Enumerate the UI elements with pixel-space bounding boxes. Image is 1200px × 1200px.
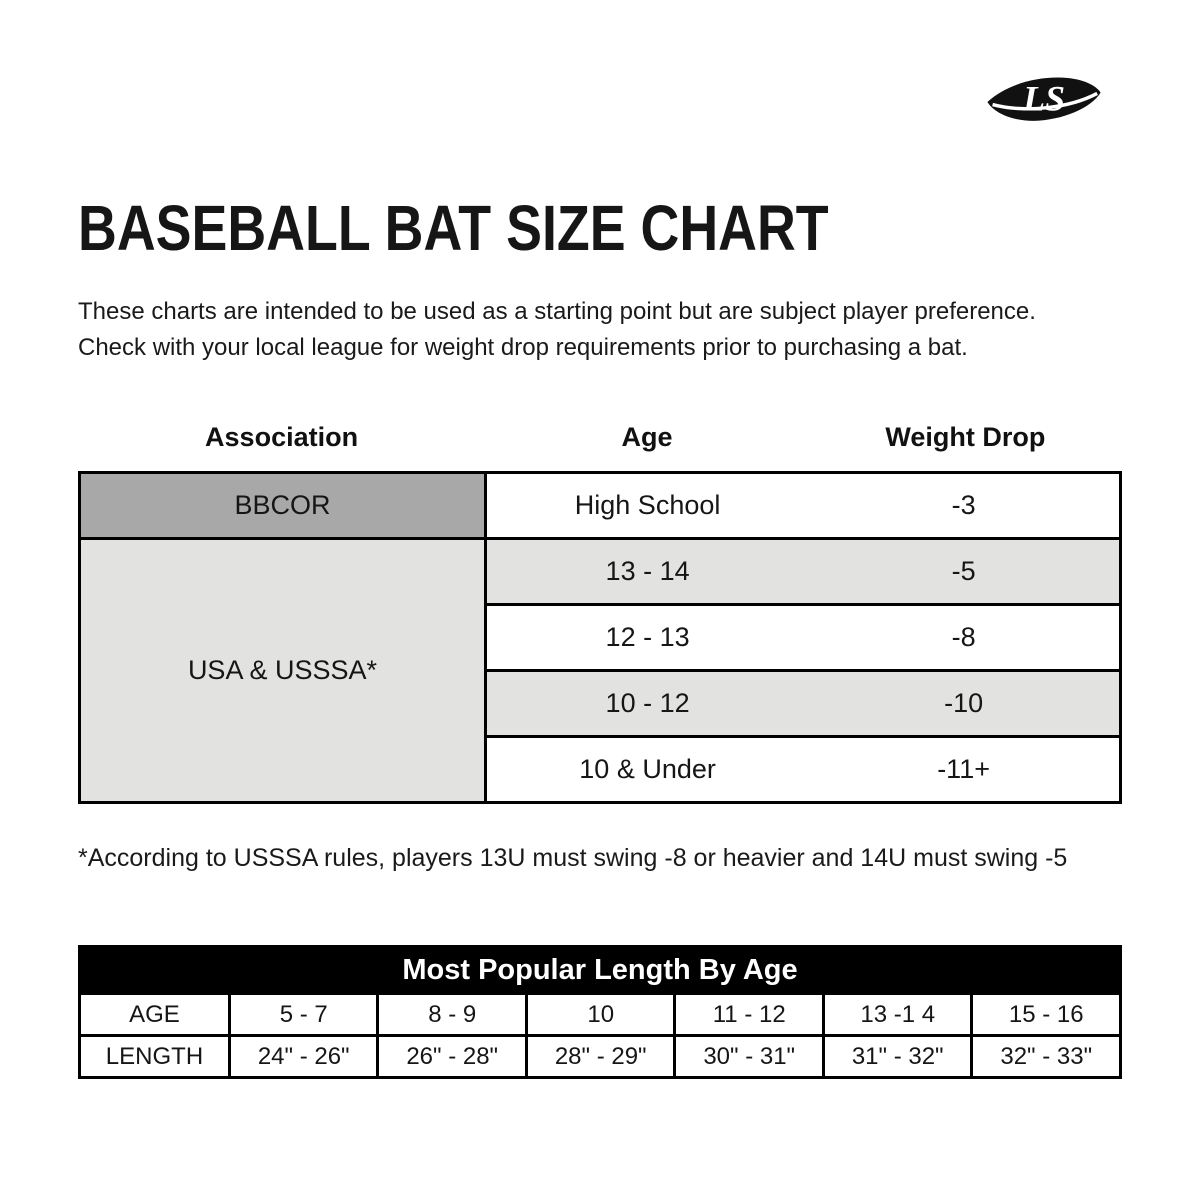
cell-length-range-1: 26" - 28" — [376, 1034, 528, 1079]
cell-length-range-4: 31" - 32" — [821, 1034, 974, 1079]
column-header-age: Age — [621, 422, 673, 452]
cell-age-10-12: 10 - 12 — [483, 669, 809, 738]
cell-length-range-2: 28" - 29" — [524, 1034, 677, 1079]
intro-line-1: These charts are intended to be used as … — [78, 298, 1036, 325]
popular-table-header-row: Most Popular Length By Age — [78, 945, 1122, 995]
table-row-10-12: 10 - 12 -10 — [80, 669, 1123, 738]
cell-association-bbcor: BBCOR — [78, 471, 487, 540]
popular-table-title: Most Popular Length By Age — [78, 945, 1122, 995]
cell-age-12-13: 12 - 13 — [483, 603, 809, 672]
cell-age-range-3: 11 - 12 — [673, 992, 825, 1037]
main-content: BASEBALL BAT SIZE CHART These charts are… — [0, 196, 1200, 1079]
cell-age-range-0: 5 - 7 — [227, 992, 380, 1037]
cell-length-label: LENGTH — [78, 1034, 231, 1079]
cell-drop-10-under: -11+ — [808, 735, 1123, 804]
usssa-footnote: *According to USSSA rules, players 13U m… — [78, 844, 1068, 872]
column-header-weight-drop: Weight Drop — [885, 422, 1046, 452]
intro-text: These charts are intended to be used as … — [78, 294, 1122, 366]
cell-drop-13-14: -5 — [808, 537, 1123, 606]
cell-age-13-14: 13 - 14 — [483, 537, 809, 606]
cell-age-range-5: 15 - 16 — [970, 992, 1122, 1037]
cell-length-range-3: 30" - 31" — [673, 1034, 825, 1079]
popular-table-length-row: LENGTH 24" - 26" 26" - 28" 28" - 29" 30"… — [78, 1034, 1122, 1079]
size-table-column-headers: Association Age Weight Drop — [78, 422, 1122, 453]
table-row-10-under: 10 & Under -11+ — [80, 735, 1123, 804]
table-row-bbcor: BBCOR High School -3 — [78, 471, 1123, 540]
cell-length-range-5: 32" - 33" — [970, 1034, 1122, 1079]
cell-drop-10-12: -10 — [808, 669, 1123, 738]
page-title: BASEBALL BAT SIZE CHART — [78, 192, 829, 264]
louisville-slugger-logo-icon: LS — [987, 77, 1101, 121]
cell-age-label: AGE — [78, 992, 231, 1037]
intro-line-2: Check with your local league for weight … — [78, 334, 968, 361]
cell-association-usa-usssa: USA & USSSA* — [78, 537, 487, 804]
cell-drop-high-school: -3 — [808, 471, 1123, 540]
cell-age-range-4: 13 -1 4 — [821, 992, 974, 1037]
bat-size-table: BBCOR High School -3 USA & USSSA* 13 - 1… — [78, 471, 1123, 804]
cell-age-10-under: 10 & Under — [483, 735, 809, 804]
cell-length-range-0: 24" - 26" — [227, 1034, 380, 1079]
cell-age-high-school: High School — [483, 471, 809, 540]
popular-length-table: Most Popular Length By Age AGE 5 - 7 8 -… — [78, 945, 1122, 1079]
cell-drop-12-13: -8 — [808, 603, 1123, 672]
table-row-12-13: 12 - 13 -8 — [80, 603, 1123, 672]
logo-ls-letters: LS — [1022, 79, 1065, 119]
cell-age-range-2: 10 — [524, 992, 677, 1037]
popular-table-age-row: AGE 5 - 7 8 - 9 10 11 - 12 13 -1 4 15 - … — [78, 992, 1122, 1037]
column-header-association: Association — [205, 422, 359, 452]
cell-age-range-1: 8 - 9 — [376, 992, 528, 1037]
logo-swoosh — [992, 91, 1098, 111]
table-row-13-14: USA & USSSA* 13 - 14 -5 — [78, 537, 1123, 804]
